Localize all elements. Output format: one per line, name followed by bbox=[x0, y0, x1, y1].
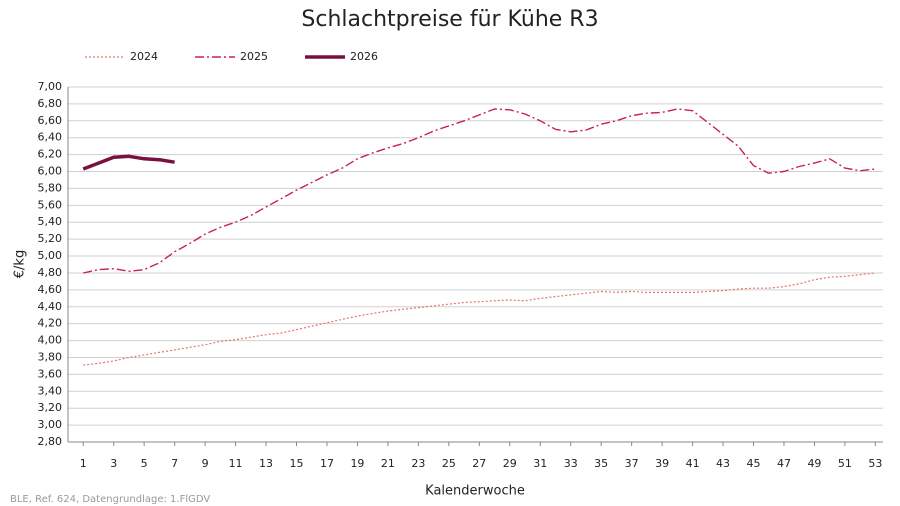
x-tick-label: 15 bbox=[290, 457, 304, 470]
x-tick-label: 7 bbox=[171, 457, 178, 470]
y-tick-label: 6,00 bbox=[38, 165, 63, 178]
y-tick-label: 3,60 bbox=[38, 367, 63, 380]
y-tick-label: 4,20 bbox=[38, 317, 63, 330]
y-tick-label: 2,80 bbox=[38, 435, 63, 448]
x-tick-label: 51 bbox=[838, 457, 852, 470]
x-tick-label: 39 bbox=[655, 457, 669, 470]
x-tick-label: 3 bbox=[110, 457, 117, 470]
x-tick-label: 11 bbox=[229, 457, 243, 470]
y-tick-label: 5,40 bbox=[38, 215, 63, 228]
x-tick-label: 9 bbox=[202, 457, 209, 470]
y-tick-label: 3,80 bbox=[38, 350, 63, 363]
line-series bbox=[83, 272, 876, 366]
x-tick-label: 5 bbox=[141, 457, 148, 470]
y-tick-label: 5,60 bbox=[38, 198, 63, 211]
source-note: BLE, Ref. 624, Datengrundlage: 1.FlGDV bbox=[10, 494, 210, 505]
y-axis-label: €/kg bbox=[13, 250, 28, 278]
y-tick-label: 3,00 bbox=[38, 418, 63, 431]
x-tick-label: 49 bbox=[807, 457, 821, 470]
x-tick-label: 31 bbox=[533, 457, 547, 470]
x-tick-label: 17 bbox=[320, 457, 334, 470]
x-tick-label: 29 bbox=[503, 457, 517, 470]
x-axis-label: Kalenderwoche bbox=[425, 484, 525, 499]
x-tick-label: 43 bbox=[716, 457, 730, 470]
y-tick-label: 4,80 bbox=[38, 266, 63, 279]
x-tick-label: 41 bbox=[686, 457, 700, 470]
line-series bbox=[83, 108, 876, 274]
y-tick-label: 4,40 bbox=[38, 300, 63, 313]
chart-title: Schlachtpreise für Kühe R3 bbox=[301, 7, 598, 32]
y-tick-label: 7,00 bbox=[38, 80, 63, 93]
x-tick-label: 1 bbox=[80, 457, 87, 470]
x-tick-label: 33 bbox=[564, 457, 578, 470]
x-tick-label: 13 bbox=[259, 457, 273, 470]
x-tick-label: 21 bbox=[381, 457, 395, 470]
x-tick-label: 25 bbox=[442, 457, 456, 470]
y-tick-label: 5,20 bbox=[38, 232, 63, 245]
x-tick-label: 45 bbox=[747, 457, 761, 470]
y-tick-label: 5,00 bbox=[38, 249, 63, 262]
y-tick-label: 6,20 bbox=[38, 148, 63, 161]
line-series bbox=[82, 154, 175, 171]
y-tick-label: 6,60 bbox=[38, 114, 63, 127]
legend-label: 2024 bbox=[130, 50, 158, 63]
legend-label: 2025 bbox=[240, 50, 268, 63]
y-tick-label: 3,20 bbox=[38, 401, 63, 414]
x-tick-label: 47 bbox=[777, 457, 791, 470]
y-tick-label: 5,80 bbox=[38, 181, 63, 194]
x-tick-label: 27 bbox=[472, 457, 486, 470]
x-tick-label: 53 bbox=[868, 457, 882, 470]
legend-label: 2026 bbox=[350, 50, 378, 63]
y-tick-label: 3,40 bbox=[38, 384, 63, 397]
y-tick-label: 4,60 bbox=[38, 283, 63, 296]
x-tick-label: 37 bbox=[625, 457, 639, 470]
y-tick-label: 4,00 bbox=[38, 334, 63, 347]
x-tick-label: 35 bbox=[594, 457, 608, 470]
y-tick-label: 6,80 bbox=[38, 97, 63, 110]
x-tick-label: 19 bbox=[350, 457, 364, 470]
y-tick-label: 6,40 bbox=[38, 131, 63, 144]
x-tick-label: 23 bbox=[411, 457, 425, 470]
